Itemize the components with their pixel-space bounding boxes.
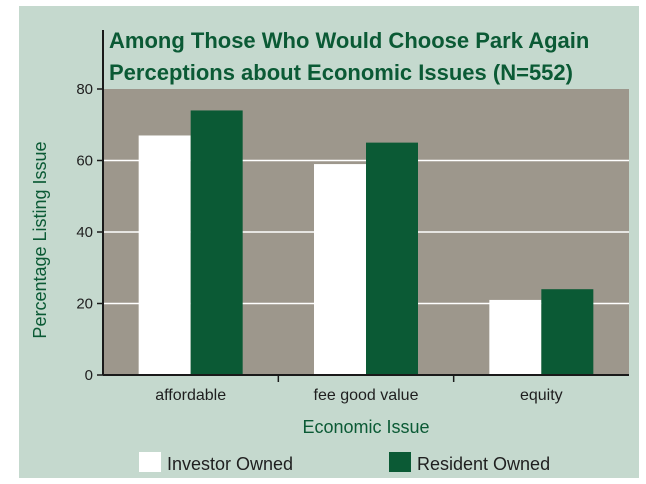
legend-swatch-investor	[139, 452, 161, 472]
x-tick-label-2: equity	[520, 387, 563, 404]
y-tick-label-0: 0	[85, 367, 93, 384]
bar-resident-2	[541, 289, 594, 375]
bar-resident-1	[366, 142, 418, 375]
legend-label-investor: Investor Owned	[167, 454, 293, 474]
chart-title: Among Those Who Would Choose Park Again	[109, 28, 589, 53]
x-tick-labels: affordable fee good value equity	[155, 387, 562, 404]
y-tick-label-3: 60	[76, 153, 93, 170]
legend-label-resident: Resident Owned	[417, 454, 550, 474]
y-axis-label: Percentage Listing Issue	[30, 141, 50, 338]
y-tick-label-2: 40	[76, 224, 93, 241]
y-tick-label-1: 20	[76, 296, 93, 313]
chart-subtitle: Perceptions about Economic Issues (N=552…	[109, 60, 573, 85]
x-tick-marks	[277, 375, 455, 382]
bar-investor-0	[138, 135, 191, 375]
x-axis-label: Economic Issue	[302, 417, 429, 437]
x-tick-label-1: fee good value	[314, 387, 419, 404]
y-tick-labels: 0 20 40 60 80	[76, 81, 103, 384]
legend: Investor Owned Resident Owned	[139, 452, 550, 474]
bar-resident-0	[190, 110, 243, 375]
bar-investor-1	[314, 164, 366, 375]
bars	[138, 110, 594, 375]
bar-investor-2	[489, 299, 542, 375]
y-tick-label-4: 80	[76, 81, 93, 98]
legend-swatch-resident	[389, 452, 411, 472]
x-tick-label-0: affordable	[155, 387, 226, 404]
